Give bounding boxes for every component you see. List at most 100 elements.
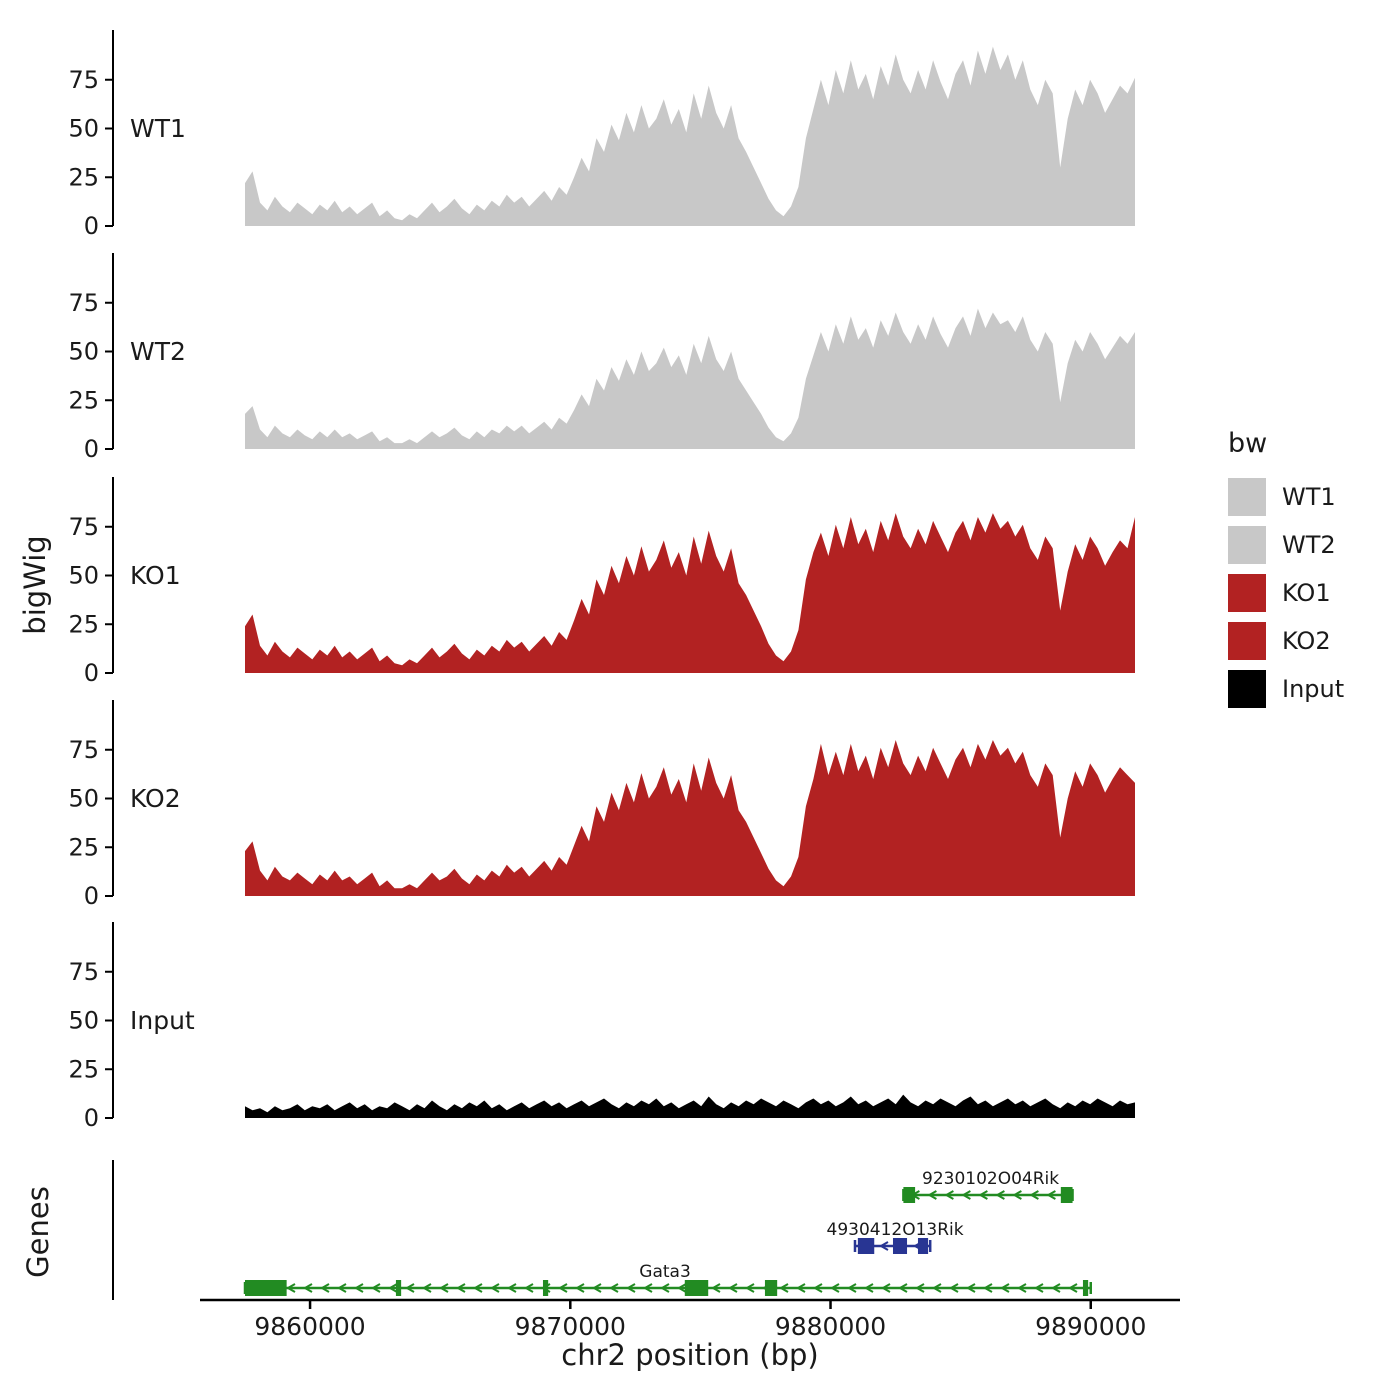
strand-chevron-icon bbox=[995, 1190, 1005, 1200]
legend-item-Input: Input bbox=[1228, 669, 1344, 709]
strand-chevron-icon bbox=[676, 1283, 687, 1293]
gene-exon bbox=[542, 1280, 549, 1296]
gene-label: Gata3 bbox=[639, 1262, 691, 1282]
strand-chevron-icon bbox=[1067, 1283, 1078, 1293]
x-tick-label: 9860000 bbox=[254, 1312, 365, 1341]
track-panel-WT1: 0 25 50 75 WT1 bbox=[68, 30, 1135, 240]
legend-swatch bbox=[1228, 670, 1266, 708]
y-axis-title: bigWig bbox=[18, 535, 52, 635]
strand-chevron-icon bbox=[1050, 1283, 1061, 1293]
y-tick-label: 75 bbox=[68, 289, 99, 317]
y-tick-label: 50 bbox=[68, 785, 99, 813]
gene-exon bbox=[684, 1280, 709, 1296]
track-label: KO2 bbox=[130, 784, 181, 813]
legend-swatch bbox=[1228, 622, 1266, 660]
signal-area-WT1 bbox=[245, 46, 1135, 226]
y-tick-label: 25 bbox=[68, 163, 99, 191]
strand-chevron-icon bbox=[438, 1283, 449, 1293]
gene-exon bbox=[245, 1280, 287, 1296]
track-panel-Input: 0 25 50 75 Input bbox=[68, 922, 1135, 1132]
genes-panel-title: Genes bbox=[21, 1186, 55, 1278]
strand-chevron-icon bbox=[944, 1190, 954, 1200]
strand-chevron-icon bbox=[642, 1283, 653, 1293]
strand-chevron-icon bbox=[387, 1283, 398, 1293]
signal-area-WT2 bbox=[245, 308, 1135, 449]
legend-item-label: KO2 bbox=[1282, 627, 1331, 655]
strand-chevron-icon bbox=[846, 1283, 857, 1293]
track-label: KO1 bbox=[130, 561, 181, 590]
strand-chevron-icon bbox=[285, 1283, 296, 1293]
legend-item-KO1: KO1 bbox=[1228, 573, 1344, 613]
gene-exon bbox=[917, 1238, 929, 1254]
y-tick-label: 75 bbox=[68, 513, 99, 541]
legend-item-label: WT1 bbox=[1282, 483, 1336, 511]
strand-chevron-icon bbox=[455, 1283, 466, 1293]
strand-chevron-icon bbox=[302, 1283, 313, 1293]
strand-chevron-icon bbox=[927, 1190, 937, 1200]
y-tick-label: 75 bbox=[68, 66, 99, 94]
gene-exon bbox=[764, 1280, 778, 1296]
strand-chevron-icon bbox=[897, 1283, 908, 1293]
track-label: WT1 bbox=[130, 114, 186, 143]
gene-exon bbox=[892, 1238, 908, 1254]
y-tick-label: 25 bbox=[68, 386, 99, 414]
strand-chevron-icon bbox=[523, 1283, 534, 1293]
strand-chevron-icon bbox=[795, 1283, 806, 1293]
legend-title: bw bbox=[1228, 428, 1268, 459]
strand-chevron-icon bbox=[404, 1283, 415, 1293]
strand-chevron-icon bbox=[1046, 1190, 1056, 1200]
y-tick-label: 75 bbox=[68, 736, 99, 764]
strand-chevron-icon bbox=[574, 1283, 585, 1293]
legend-item-WT1: WT1 bbox=[1228, 477, 1344, 517]
signal-area-KO2 bbox=[245, 740, 1135, 896]
strand-chevron-icon bbox=[812, 1283, 823, 1293]
track-panel-KO2: 0 25 50 75 KO2 bbox=[68, 700, 1135, 910]
strand-chevron-icon bbox=[744, 1283, 755, 1293]
strand-chevron-icon bbox=[557, 1283, 568, 1293]
legend-item-label: Input bbox=[1282, 675, 1345, 703]
strand-chevron-icon bbox=[914, 1283, 925, 1293]
strand-chevron-icon bbox=[778, 1283, 789, 1293]
y-tick-label: 0 bbox=[84, 212, 99, 240]
strand-chevron-icon bbox=[370, 1283, 381, 1293]
x-axis: 9860000 9870000 9880000 9890000 bbox=[200, 1298, 1180, 1341]
strand-chevron-icon bbox=[710, 1283, 721, 1293]
strand-chevron-icon bbox=[421, 1283, 432, 1293]
strand-chevron-icon bbox=[319, 1283, 330, 1293]
strand-chevron-icon bbox=[727, 1283, 738, 1293]
gene-exon bbox=[903, 1187, 916, 1203]
strand-chevron-icon bbox=[472, 1283, 483, 1293]
strand-chevron-icon bbox=[591, 1283, 602, 1293]
strand-chevron-icon bbox=[880, 1283, 891, 1293]
y-tick-label: 50 bbox=[68, 562, 99, 590]
y-tick-label: 50 bbox=[68, 1007, 99, 1035]
y-tick-label: 25 bbox=[68, 833, 99, 861]
gene-label: 9230102O04Rik bbox=[922, 1169, 1059, 1189]
strand-chevron-icon bbox=[982, 1283, 993, 1293]
strand-chevron-icon bbox=[1029, 1190, 1039, 1200]
track-panel-KO1: 0 25 50 75 KO1 bbox=[68, 477, 1135, 687]
strand-chevron-icon bbox=[978, 1190, 988, 1200]
y-tick-label: 50 bbox=[68, 115, 99, 143]
signal-area-KO1 bbox=[245, 513, 1135, 673]
gene-label: 4930412O13Rik bbox=[827, 1220, 964, 1240]
strand-chevron-icon bbox=[961, 1190, 971, 1200]
strand-chevron-icon bbox=[878, 1241, 889, 1251]
strand-chevron-icon bbox=[1016, 1283, 1027, 1293]
y-tick-label: 25 bbox=[68, 1055, 99, 1083]
gene-exon bbox=[857, 1238, 875, 1254]
legend-item-KO2: KO2 bbox=[1228, 621, 1344, 661]
gene-exon bbox=[1082, 1280, 1089, 1296]
strand-chevron-icon bbox=[659, 1283, 670, 1293]
legend-swatch bbox=[1228, 526, 1266, 564]
y-tick-label: 50 bbox=[68, 338, 99, 366]
strand-chevron-icon bbox=[1012, 1190, 1022, 1200]
strand-chevron-icon bbox=[1033, 1283, 1044, 1293]
strand-chevron-icon bbox=[948, 1283, 959, 1293]
strand-chevron-icon bbox=[336, 1283, 347, 1293]
gene-model-9230102O04Rik: 9230102O04Rik bbox=[902, 1169, 1074, 1203]
strand-chevron-icon bbox=[625, 1283, 636, 1293]
legend-item-label: WT2 bbox=[1282, 531, 1336, 559]
